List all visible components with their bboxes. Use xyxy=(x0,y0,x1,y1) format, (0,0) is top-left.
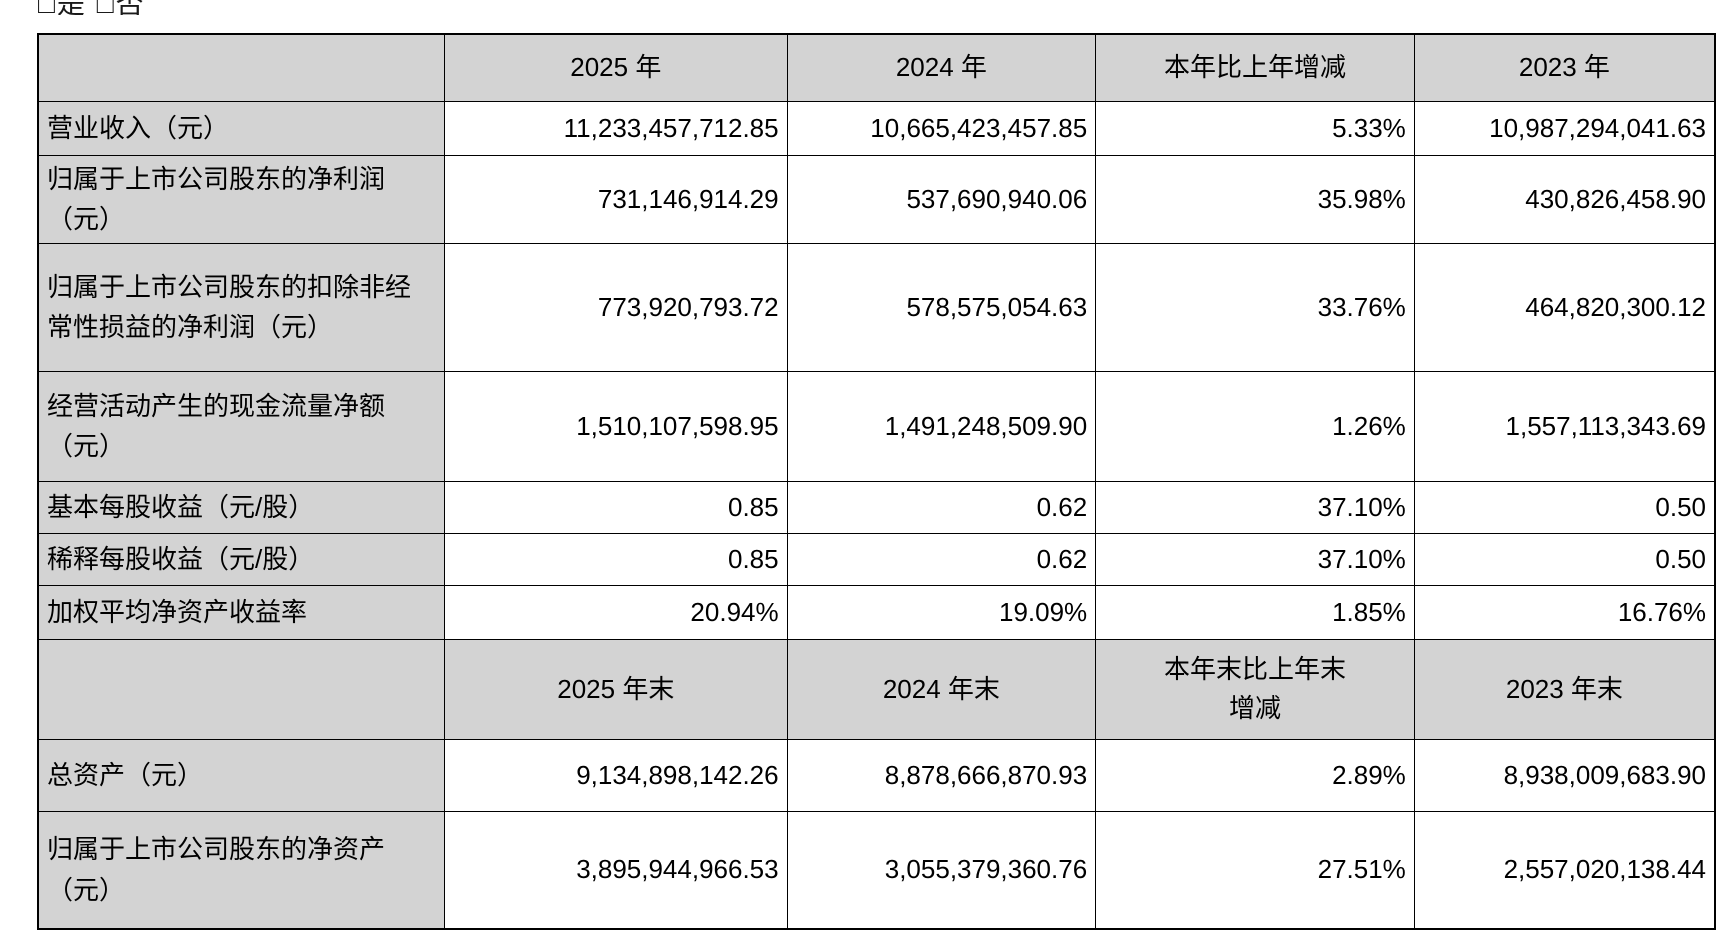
key-financials-table: 2025 年 2024 年 本年比上年增减 2023 年 营业收入（元） 11,… xyxy=(37,33,1716,930)
value-2024: 578,575,054.63 xyxy=(786,242,1097,372)
value-change: 2.89% xyxy=(1095,738,1415,812)
value-change: 1.26% xyxy=(1095,370,1415,482)
value-2025: 0.85 xyxy=(444,480,788,534)
value-2023: 464,820,300.12 xyxy=(1413,242,1716,372)
row-total-assets: 总资产（元） 9,134,898,142.26 8,878,666,870.93… xyxy=(37,738,1716,812)
col-header-2025-end: 2025 年末 xyxy=(444,638,788,740)
value-2023: 2,557,020,138.44 xyxy=(1413,810,1716,930)
value-change: 33.76% xyxy=(1095,242,1415,372)
row-net-assets-attributable: 归属于上市公司股东的净资产（元） 3,895,944,966.53 3,055,… xyxy=(37,810,1716,930)
value-2025: 731,146,914.29 xyxy=(444,154,788,244)
value-2024: 3,055,379,360.76 xyxy=(786,810,1097,930)
col-header-2024: 2024 年 xyxy=(786,33,1097,102)
value-2024: 8,878,666,870.93 xyxy=(786,738,1097,812)
row-diluted-eps: 稀释每股收益（元/股） 0.85 0.62 37.10% 0.50 xyxy=(37,532,1716,586)
value-2024: 537,690,940.06 xyxy=(786,154,1097,244)
value-2024: 0.62 xyxy=(786,480,1097,534)
value-2025: 9,134,898,142.26 xyxy=(444,738,788,812)
value-2025: 0.85 xyxy=(444,532,788,586)
row-net-profit-deducting-nonrecurring: 归属于上市公司股东的扣除非经常性损益的净利润（元） 773,920,793.72… xyxy=(37,242,1716,372)
value-change: 27.51% xyxy=(1095,810,1415,930)
row-weighted-average-roe: 加权平均净资产收益率 20.94% 19.09% 1.85% 16.76% xyxy=(37,584,1716,640)
header-row-year-end: 2025 年末 2024 年末 本年末比上年末 增减 2023 年末 xyxy=(37,638,1716,740)
value-2024: 0.62 xyxy=(786,532,1097,586)
value-2023: 0.50 xyxy=(1413,480,1716,534)
value-2023: 10,987,294,041.63 xyxy=(1413,100,1716,156)
value-2023: 430,826,458.90 xyxy=(1413,154,1716,244)
row-label: 总资产（元） xyxy=(37,738,445,812)
clipped-checkbox-line: □是 □否 xyxy=(38,0,1732,15)
col-header-yoy-change: 本年比上年增减 xyxy=(1095,33,1415,102)
value-change: 1.85% xyxy=(1095,584,1415,640)
row-label: 稀释每股收益（元/股） xyxy=(37,532,445,586)
row-net-profit-attributable: 归属于上市公司股东的净利润（元） 731,146,914.29 537,690,… xyxy=(37,154,1716,244)
row-basic-eps: 基本每股收益（元/股） 0.85 0.62 37.10% 0.50 xyxy=(37,480,1716,534)
value-2023: 16.76% xyxy=(1413,584,1716,640)
row-label: 基本每股收益（元/股） xyxy=(37,480,445,534)
row-label: 归属于上市公司股东的净利润（元） xyxy=(37,154,445,244)
value-2023: 8,938,009,683.90 xyxy=(1413,738,1716,812)
row-label: 经营活动产生的现金流量净额（元） xyxy=(37,370,445,482)
row-label: 营业收入（元） xyxy=(37,100,445,156)
value-2025: 1,510,107,598.95 xyxy=(444,370,788,482)
value-2024: 10,665,423,457.85 xyxy=(786,100,1097,156)
col-header-2025: 2025 年 xyxy=(444,33,788,102)
value-2025: 20.94% xyxy=(444,584,788,640)
row-label: 加权平均净资产收益率 xyxy=(37,584,445,640)
value-change: 35.98% xyxy=(1095,154,1415,244)
header-blank xyxy=(37,638,445,740)
value-2024: 1,491,248,509.90 xyxy=(786,370,1097,482)
col-header-2024-end: 2024 年末 xyxy=(786,638,1097,740)
row-label: 归属于上市公司股东的净资产（元） xyxy=(37,810,445,930)
header-row-annual: 2025 年 2024 年 本年比上年增减 2023 年 xyxy=(37,33,1716,102)
value-2024: 19.09% xyxy=(786,584,1097,640)
value-change: 37.10% xyxy=(1095,532,1415,586)
header-blank xyxy=(37,33,445,102)
col-header-2023-end: 2023 年末 xyxy=(1413,638,1716,740)
value-change: 37.10% xyxy=(1095,480,1415,534)
value-2023: 0.50 xyxy=(1413,532,1716,586)
value-2025: 3,895,944,966.53 xyxy=(444,810,788,930)
row-label: 归属于上市公司股东的扣除非经常性损益的净利润（元） xyxy=(37,242,445,372)
clipped-checkbox-text: □是 □否 xyxy=(38,0,146,15)
value-2025: 11,233,457,712.85 xyxy=(444,100,788,156)
col-header-2023: 2023 年 xyxy=(1413,33,1716,102)
value-change: 5.33% xyxy=(1095,100,1415,156)
value-2023: 1,557,113,343.69 xyxy=(1413,370,1716,482)
row-operating-revenue: 营业收入（元） 11,233,457,712.85 10,665,423,457… xyxy=(37,100,1716,156)
col-header-year-end-change: 本年末比上年末 增减 xyxy=(1095,638,1415,740)
value-2025: 773,920,793.72 xyxy=(444,242,788,372)
row-operating-cash-flow: 经营活动产生的现金流量净额（元） 1,510,107,598.95 1,491,… xyxy=(37,370,1716,482)
